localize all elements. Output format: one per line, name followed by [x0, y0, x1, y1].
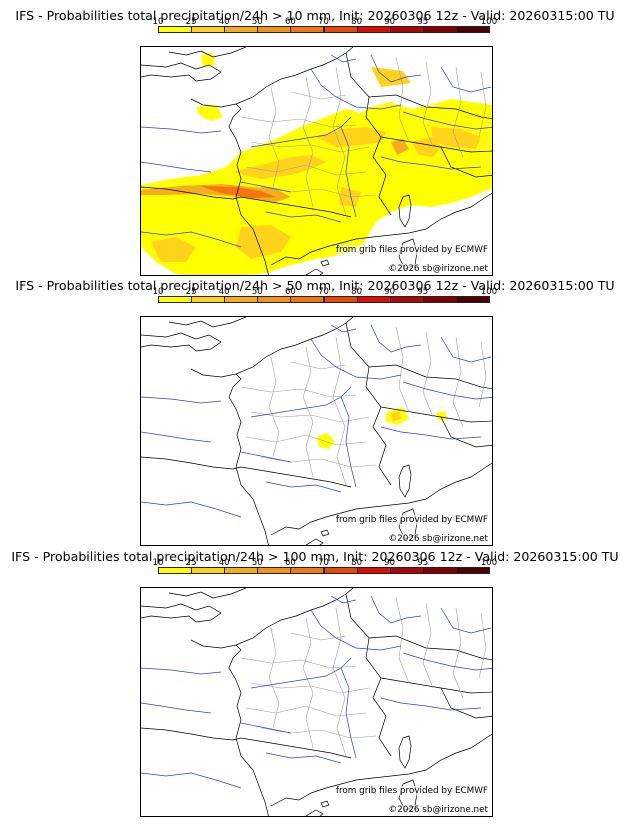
colorbar-swatch [158, 567, 193, 574]
colorbar-tick-label: 100 [480, 287, 498, 297]
colorbar-swatch [389, 296, 424, 303]
colorbar-tick-label: 100 [480, 558, 498, 568]
copyright-credit: ©2026 sb@irizone.net [388, 534, 488, 544]
colorbar-swatch [422, 26, 457, 33]
colorbar-tick-label: 90 [384, 558, 396, 568]
copyright-credit: ©2026 sb@irizone.net [388, 264, 488, 274]
colorbar-tick-label: 80 [351, 17, 362, 27]
colorbar-swatch [455, 26, 490, 33]
colorbar-swatch [290, 26, 325, 33]
precip-probability-field [317, 407, 447, 449]
copyright-credit: ©2026 sb@irizone.net [388, 805, 488, 815]
colorbar-swatch [422, 567, 457, 574]
colorbar-tick-label: 25 [185, 558, 197, 568]
colorbar-swatch [455, 567, 490, 574]
colorbar-swatch [389, 567, 424, 574]
colorbar-swatch [191, 26, 226, 33]
colorbar-tick-label: 60 [284, 558, 296, 568]
colorbar-swatch [323, 567, 358, 574]
colorbar-swatch [257, 296, 292, 303]
colorbar-swatch [323, 26, 358, 33]
colorbar-swatch [389, 26, 424, 33]
colorbar-swatch [158, 296, 193, 303]
colorbar-tick-label: 95 [417, 558, 429, 568]
colorbar-tick-label: 60 [284, 17, 296, 27]
colorbar-swatch [290, 296, 325, 303]
colorbar-tick-label: 40 [218, 287, 230, 297]
colorbar-swatch [356, 567, 391, 574]
map-50mm: from grib files provided by ECMWF ©2026 … [140, 316, 493, 546]
colorbar-tick-label: 50 [251, 287, 263, 297]
panel-100mm: IFS - Probabilities total precipitation/… [0, 541, 630, 817]
colorbar-tick-label: 90 [384, 287, 396, 297]
colorbar: 10 25 40 50 60 70 80 90 95 100 [153, 18, 497, 35]
colorbar-swatch [191, 567, 226, 574]
colorbar-tick-label: 70 [318, 558, 329, 568]
colorbar-swatch [224, 26, 259, 33]
panel-50mm: IFS - Probabilities total precipitation/… [0, 270, 630, 546]
colorbar-swatch [323, 296, 358, 303]
colorbar-swatch [356, 26, 391, 33]
source-credit: from grib files provided by ECMWF [335, 245, 488, 255]
colorbar-swatch [257, 26, 292, 33]
colorbar-tick-label: 95 [417, 287, 429, 297]
colorbar-tick-label: 95 [417, 17, 429, 27]
colorbar-swatch [191, 296, 226, 303]
colorbar-swatch [158, 26, 193, 33]
colorbar-swatch [422, 296, 457, 303]
panel-title: IFS - Probabilities total precipitation/… [15, 278, 615, 293]
colorbar-tick-label: 80 [351, 287, 362, 297]
map-10mm: from grib files provided by ECMWF ©2026 … [140, 46, 493, 276]
colorbar-tick-label: 90 [384, 17, 396, 27]
colorbar-swatch [224, 567, 259, 574]
colorbar-tick-label: 40 [218, 558, 230, 568]
source-credit: from grib files provided by ECMWF [335, 786, 488, 796]
colorbar-tick-label: 10 [152, 287, 164, 297]
colorbar-swatch [356, 296, 391, 303]
colorbar-swatch [290, 567, 325, 574]
colorbar-tick-label: 50 [251, 558, 263, 568]
colorbar-tick-label: 60 [284, 287, 296, 297]
colorbar-tick-label: 10 [152, 558, 164, 568]
colorbar: 10 25 40 50 60 70 80 90 95 100 [153, 559, 497, 576]
panel-10mm: IFS - Probabilities total precipitation/… [0, 0, 630, 276]
colorbar-tick-label: 80 [351, 558, 362, 568]
colorbar-swatch [224, 296, 259, 303]
colorbar-tick-label: 70 [318, 287, 329, 297]
colorbar-tick-label: 25 [185, 17, 197, 27]
map-100mm: from grib files provided by ECMWF ©2026 … [140, 587, 493, 817]
colorbar: 10 25 40 50 60 70 80 90 95 100 [153, 288, 497, 305]
colorbar-tick-label: 40 [218, 17, 230, 27]
colorbar-swatch [257, 567, 292, 574]
precip-probability-field [141, 53, 492, 275]
colorbar-tick-label: 100 [480, 17, 498, 27]
colorbar-tick-label: 10 [152, 17, 164, 27]
colorbar-tick-label: 25 [185, 287, 197, 297]
colorbar-tick-label: 50 [251, 17, 263, 27]
panel-title: IFS - Probabilities total precipitation/… [11, 549, 619, 564]
panel-title: IFS - Probabilities total precipitation/… [15, 8, 615, 23]
colorbar-swatch [455, 296, 490, 303]
colorbar-tick-label: 70 [318, 17, 329, 27]
source-credit: from grib files provided by ECMWF [335, 515, 488, 525]
